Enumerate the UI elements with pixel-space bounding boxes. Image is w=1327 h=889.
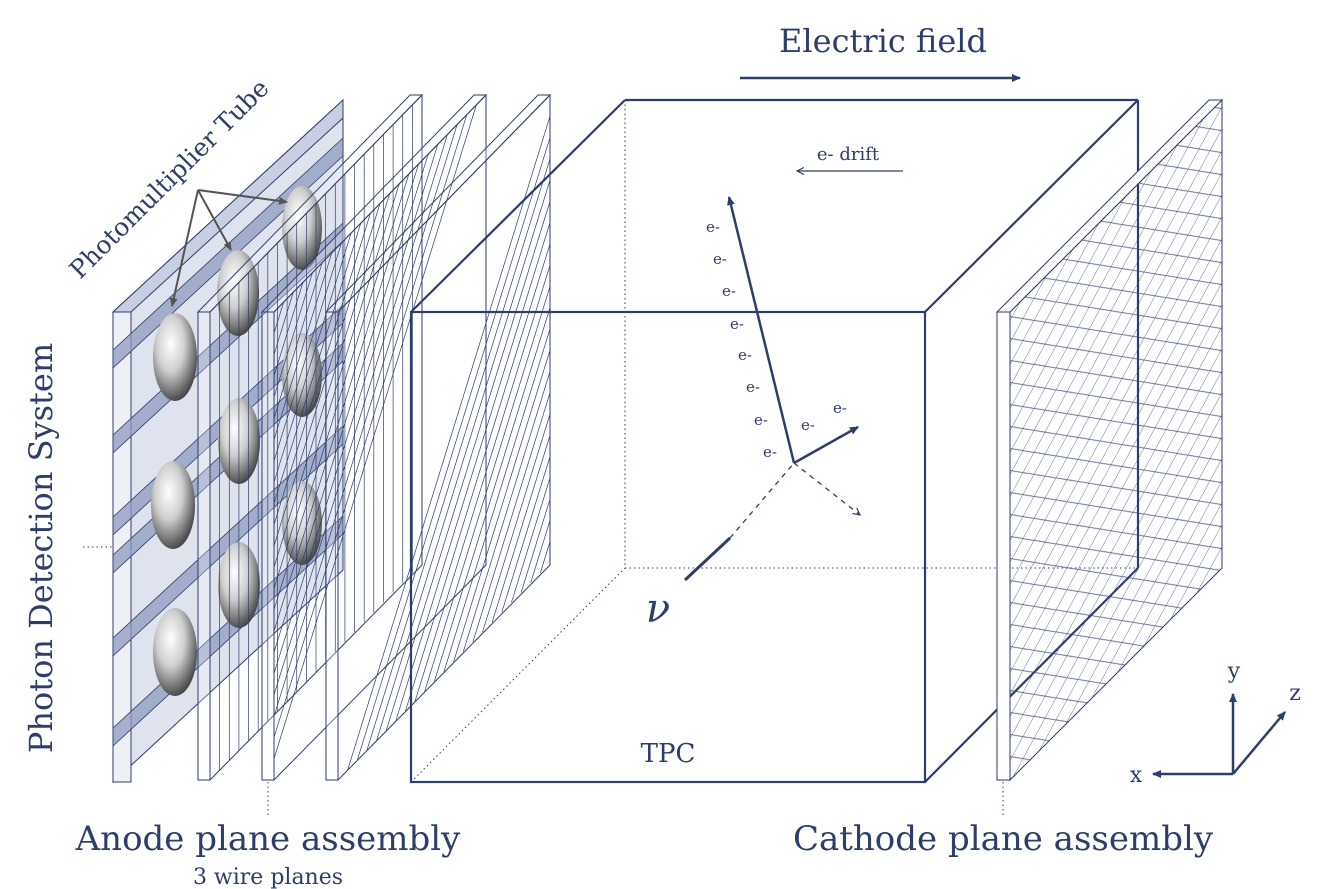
wire [273,223,362,504]
wire [273,242,342,462]
wire [347,116,551,771]
wire [273,154,429,653]
wire [385,201,551,731]
electron-label: e- [722,282,736,300]
wire [273,163,419,632]
wire [273,262,323,419]
axis-z-label: z [1289,681,1301,706]
wire [356,137,551,761]
tpc-label: TPC [641,739,696,769]
wire [273,124,458,717]
wire [395,222,551,721]
electron-label: e- [706,218,720,236]
pmt-tube [153,313,197,401]
wire [453,350,551,662]
wire [511,477,551,603]
electron-label: e- [746,378,760,396]
wire [376,179,551,741]
wire [414,265,551,702]
wire [530,520,551,583]
wire [273,104,477,759]
wire [540,541,551,573]
wire [273,193,390,568]
wire [443,328,551,672]
wire [501,456,551,613]
electron-labels: e-e-e-e-e-e-e-e-e-e- [706,218,847,461]
pmt-tube [153,608,197,696]
electron-label: e- [754,411,768,429]
wire [273,134,448,696]
wire [273,183,400,589]
electron-label: e- [730,315,744,333]
pmt-mount-bar [112,425,344,657]
cathode-plane [995,98,1224,782]
wire [273,232,352,483]
wire [434,307,551,682]
neutrino-label: ν [646,586,670,632]
pmt-mount-bar [112,137,344,369]
wire [472,392,551,643]
electron-label: e- [763,443,777,461]
electron-label: e- [801,416,815,434]
wire [482,413,551,633]
wire [273,272,313,398]
neutrino-interaction [683,196,860,582]
pmt-tube [282,333,322,417]
wire [273,173,410,610]
electron-label: e- [738,346,752,364]
wire [273,114,468,738]
coordinate-axes [1152,693,1286,778]
wire [273,302,284,334]
pmt-tube [282,481,322,565]
wire [273,213,371,525]
axis-y-label: y [1227,659,1241,684]
wire [273,144,439,674]
pmt-tube [151,461,195,549]
wire [273,203,381,547]
electric-field-label: Electric field [779,22,987,60]
wire [405,243,551,712]
drift-label: e- drift [817,144,880,165]
electron-label: e- [833,399,847,417]
wire-plane-diagonal-a [273,104,477,759]
leader-lines [83,546,1004,815]
wire [520,499,551,593]
wire [273,292,294,355]
wire [491,435,551,623]
wire [273,282,304,376]
anode-wire-planes [196,93,552,782]
photon-detection-system-label: Photon Detection System [22,343,60,753]
wire-plane-diagonal-b [347,116,551,771]
electron-label: e- [713,250,727,268]
wire [366,158,551,751]
axis-x-label: x [1130,763,1143,788]
wire [424,286,551,692]
wire [462,371,551,652]
pmt-pointer-arrows [169,189,288,307]
cathode-plane-assembly-label: Cathode plane assembly [793,819,1214,859]
wire-planes-label: 3 wire planes [193,865,343,889]
anode-plane-assembly-label: Anode plane assembly [75,819,462,859]
wire [273,252,333,440]
